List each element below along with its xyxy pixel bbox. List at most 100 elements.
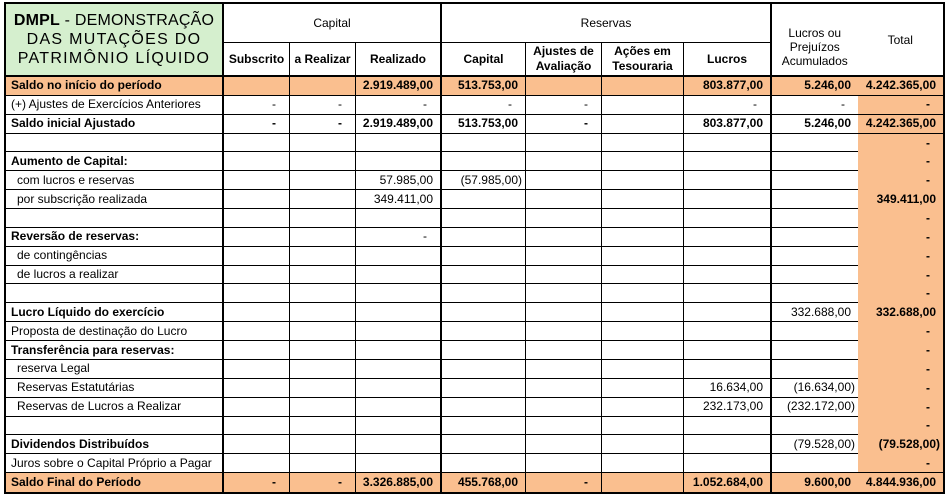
cell-total: - — [858, 397, 943, 417]
cell-total: - — [858, 341, 943, 360]
cell-realizado: 3.326.885,00 — [356, 473, 442, 492]
cell-capital — [442, 133, 526, 153]
cell-lpa: (16.634,00) — [772, 379, 858, 398]
cell-subscrito — [224, 454, 290, 474]
cell-a-realizar — [290, 341, 356, 360]
cell-realizado: 2.919.489,00 — [356, 77, 442, 96]
dmpl-statement-table: DMPL - DEMONSTRAÇÃO DAS MUTAÇÕES DO PATR… — [4, 2, 945, 494]
cell-lpa — [772, 454, 858, 474]
row-label: Proposta de destinação do Lucro — [6, 322, 224, 342]
cell-capital — [442, 227, 526, 247]
cell-subscrito — [224, 246, 290, 266]
cell-a-realizar — [290, 435, 356, 455]
cell-acoes-em-tesouraria — [602, 435, 684, 455]
cell-subscrito — [224, 190, 290, 210]
cell-subscrito — [224, 209, 290, 228]
cell-lucros: - — [684, 95, 772, 115]
column-header-acoes-em-tesouraria: Ações em Tesouraria — [602, 43, 684, 77]
cell-acoes-em-tesouraria — [602, 322, 684, 342]
row-label: Reversão de reservas: — [6, 227, 224, 247]
cell-acoes-em-tesouraria — [602, 77, 684, 96]
cell-a-realizar — [290, 190, 356, 210]
cell-ajustes-de-avaliacao — [526, 435, 602, 455]
cell-a-realizar: - — [290, 473, 356, 492]
cell-lpa: - — [772, 96, 858, 115]
cell-ajustes-de-avaliacao: - — [526, 473, 602, 492]
cell-total: - — [858, 265, 943, 285]
cell-lpa — [772, 228, 858, 247]
column-group-capital: Capital — [224, 4, 442, 43]
cell-acoes-em-tesouraria — [602, 265, 684, 285]
column-group-reservas: Reservas — [442, 4, 772, 43]
column-header-lpa-total-cell: Lucros ou Prejuízos Acumulados Total — [772, 4, 943, 77]
cell-subscrito — [224, 227, 290, 247]
cell-a-realizar — [290, 265, 356, 285]
cell-realizado — [356, 378, 442, 398]
cell-total: - — [858, 246, 943, 266]
cell-ajustes-de-avaliacao — [526, 378, 602, 398]
cell-total: - — [858, 284, 943, 304]
cell-lucros — [684, 284, 772, 304]
cell-total: - — [858, 378, 943, 398]
cell-lucros — [684, 152, 772, 172]
cell-subscrito — [224, 152, 290, 172]
cell-realizado: - — [356, 95, 442, 115]
cell-lucros — [684, 341, 772, 360]
cell-capital — [442, 246, 526, 266]
cell-capital: (57.985,00) — [442, 171, 526, 191]
cell-a-realizar — [290, 77, 356, 96]
cell-realizado — [356, 246, 442, 266]
cell-ajustes-de-avaliacao — [526, 265, 602, 285]
row-label: Juros sobre o Capital Próprio a Pagar — [6, 454, 224, 474]
cell-capital: 455.768,00 — [442, 473, 526, 492]
cell-lpa: 5.246,00 — [772, 115, 858, 134]
cell-total: 4.844.936,00 — [858, 473, 943, 492]
cell-subscrito — [224, 77, 290, 96]
cell-a-realizar — [290, 322, 356, 342]
cell-lucros — [684, 416, 772, 436]
cell-lpa: 332.688,00 — [772, 303, 858, 323]
cell-capital — [442, 265, 526, 285]
cell-capital — [442, 359, 526, 379]
cell-ajustes-de-avaliacao — [526, 397, 602, 417]
table-title-line3: PATRIMÔNIO LÍQUIDO — [17, 50, 211, 67]
cell-capital — [442, 284, 526, 304]
cell-acoes-em-tesouraria — [602, 133, 684, 153]
cell-ajustes-de-avaliacao — [526, 284, 602, 304]
column-header-realizado: Realizado — [356, 43, 442, 77]
cell-a-realizar: - — [290, 114, 356, 134]
cell-acoes-em-tesouraria — [602, 473, 684, 492]
cell-subscrito — [224, 303, 290, 323]
cell-ajustes-de-avaliacao — [526, 359, 602, 379]
cell-lpa — [772, 322, 858, 342]
column-header-total: Total — [887, 32, 913, 47]
column-header-a-realizar: a Realizar — [290, 43, 356, 77]
cell-lucros: 803.877,00 — [684, 77, 772, 96]
cell-lucros — [684, 209, 772, 228]
row-label — [6, 416, 224, 436]
cell-lucros: 16.634,00 — [684, 378, 772, 398]
row-label: por subscrição realizada — [6, 190, 224, 210]
cell-capital — [442, 152, 526, 172]
cell-lucros — [684, 133, 772, 153]
cell-realizado — [356, 152, 442, 172]
cell-a-realizar — [290, 246, 356, 266]
row-label: Aumento de Capital: — [6, 152, 224, 172]
row-label: Saldo no início do período — [6, 77, 224, 96]
cell-total: 349.411,00 — [858, 190, 943, 210]
cell-acoes-em-tesouraria — [602, 378, 684, 398]
cell-capital — [442, 303, 526, 323]
cell-ajustes-de-avaliacao — [526, 77, 602, 96]
cell-capital: - — [442, 95, 526, 115]
cell-acoes-em-tesouraria — [602, 114, 684, 134]
cell-lpa — [772, 190, 858, 210]
cell-a-realizar — [290, 209, 356, 228]
cell-subscrito — [224, 435, 290, 455]
cell-capital: 513.753,00 — [442, 77, 526, 96]
cell-ajustes-de-avaliacao — [526, 322, 602, 342]
cell-lpa — [772, 134, 858, 153]
cell-capital — [442, 341, 526, 360]
column-header-capital: Capital — [442, 43, 526, 77]
cell-realizado — [356, 359, 442, 379]
cell-lpa — [772, 284, 858, 304]
